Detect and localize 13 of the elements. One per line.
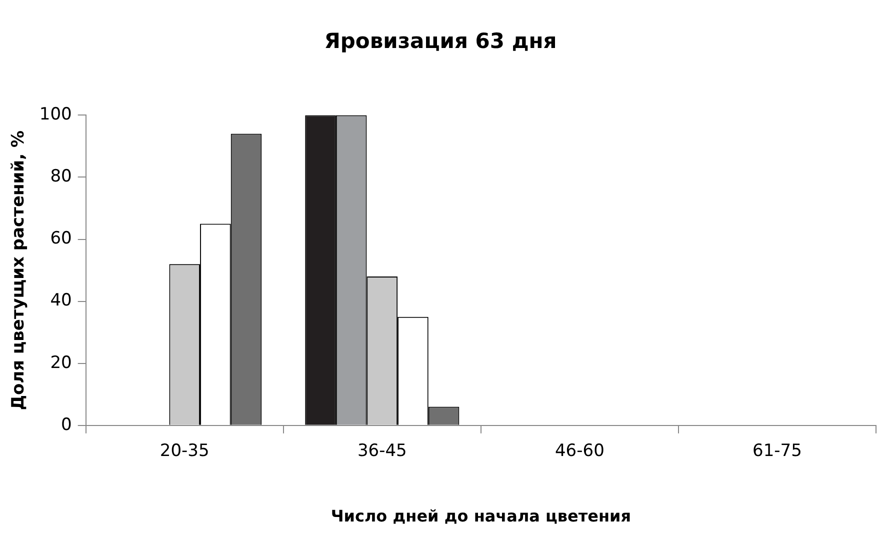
x-tick-label: 20-35 <box>160 441 210 462</box>
y-axis-title: Доля цветущих растений, % <box>8 130 29 410</box>
y-tick-label: 80 <box>50 166 72 187</box>
x-tick-label: 36-45 <box>357 441 407 462</box>
x-tick-label: 46-60 <box>554 441 604 462</box>
y-tick-label: 20 <box>50 352 72 373</box>
x-axis-title: Число дней до начала цветения <box>330 506 632 526</box>
x-tick-label: 61-75 <box>752 441 802 462</box>
y-tick-label: 40 <box>50 290 72 311</box>
chart-title: Яровизация 63 дня <box>324 29 557 54</box>
y-tick-label: 60 <box>50 228 72 249</box>
y-tick-label: 0 <box>61 414 72 435</box>
y-tick-label: 100 <box>39 104 72 125</box>
